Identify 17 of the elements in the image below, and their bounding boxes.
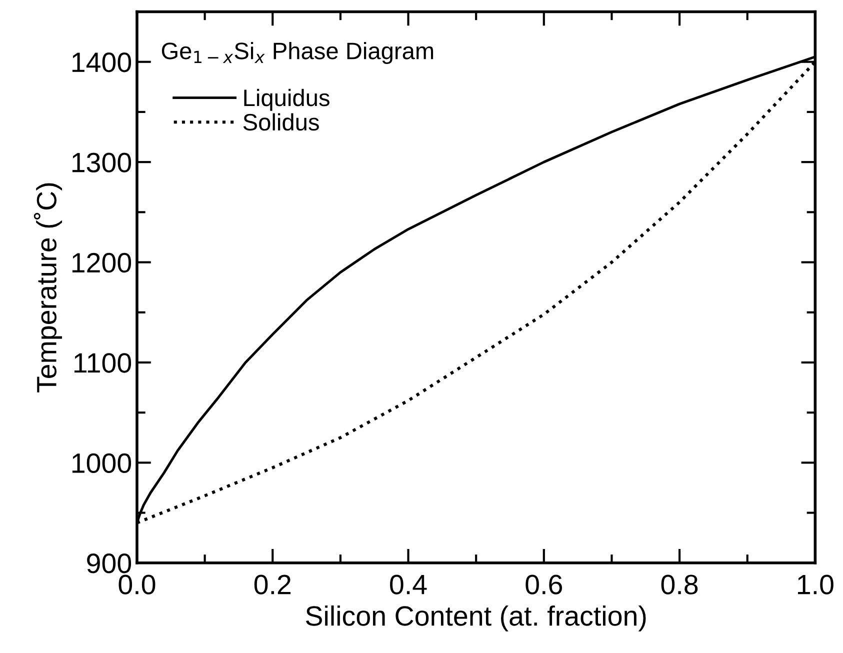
x-tick-label: 1.0: [798, 574, 834, 594]
x-axis-title: Silicon Content (at. fraction): [306, 605, 646, 632]
x-tick-label: 0.0: [118, 574, 156, 594]
legend-label: Solidus: [243, 113, 319, 131]
legend-label: Liquidus: [244, 88, 330, 111]
y-tick-label: 1100: [74, 353, 132, 373]
x-tick-label: 0.2: [254, 574, 291, 594]
y-tick-label: 1200: [72, 252, 132, 273]
y-axis-title: Temperature (˚C): [34, 183, 62, 392]
x-tick-label: 0.4: [390, 574, 427, 594]
y-tick-label: 1000: [72, 453, 132, 474]
x-tick-label: 0.8: [661, 574, 698, 594]
x-tick-label: 0.6: [526, 574, 562, 594]
text: Ge$_{1−x}$Si$_{x}$ Phase Diagram: [162, 42, 434, 64]
y-tick-label: 1300: [72, 152, 132, 172]
y-tick-label: 900: [87, 554, 132, 574]
y-tick-label: 1400: [72, 52, 132, 72]
